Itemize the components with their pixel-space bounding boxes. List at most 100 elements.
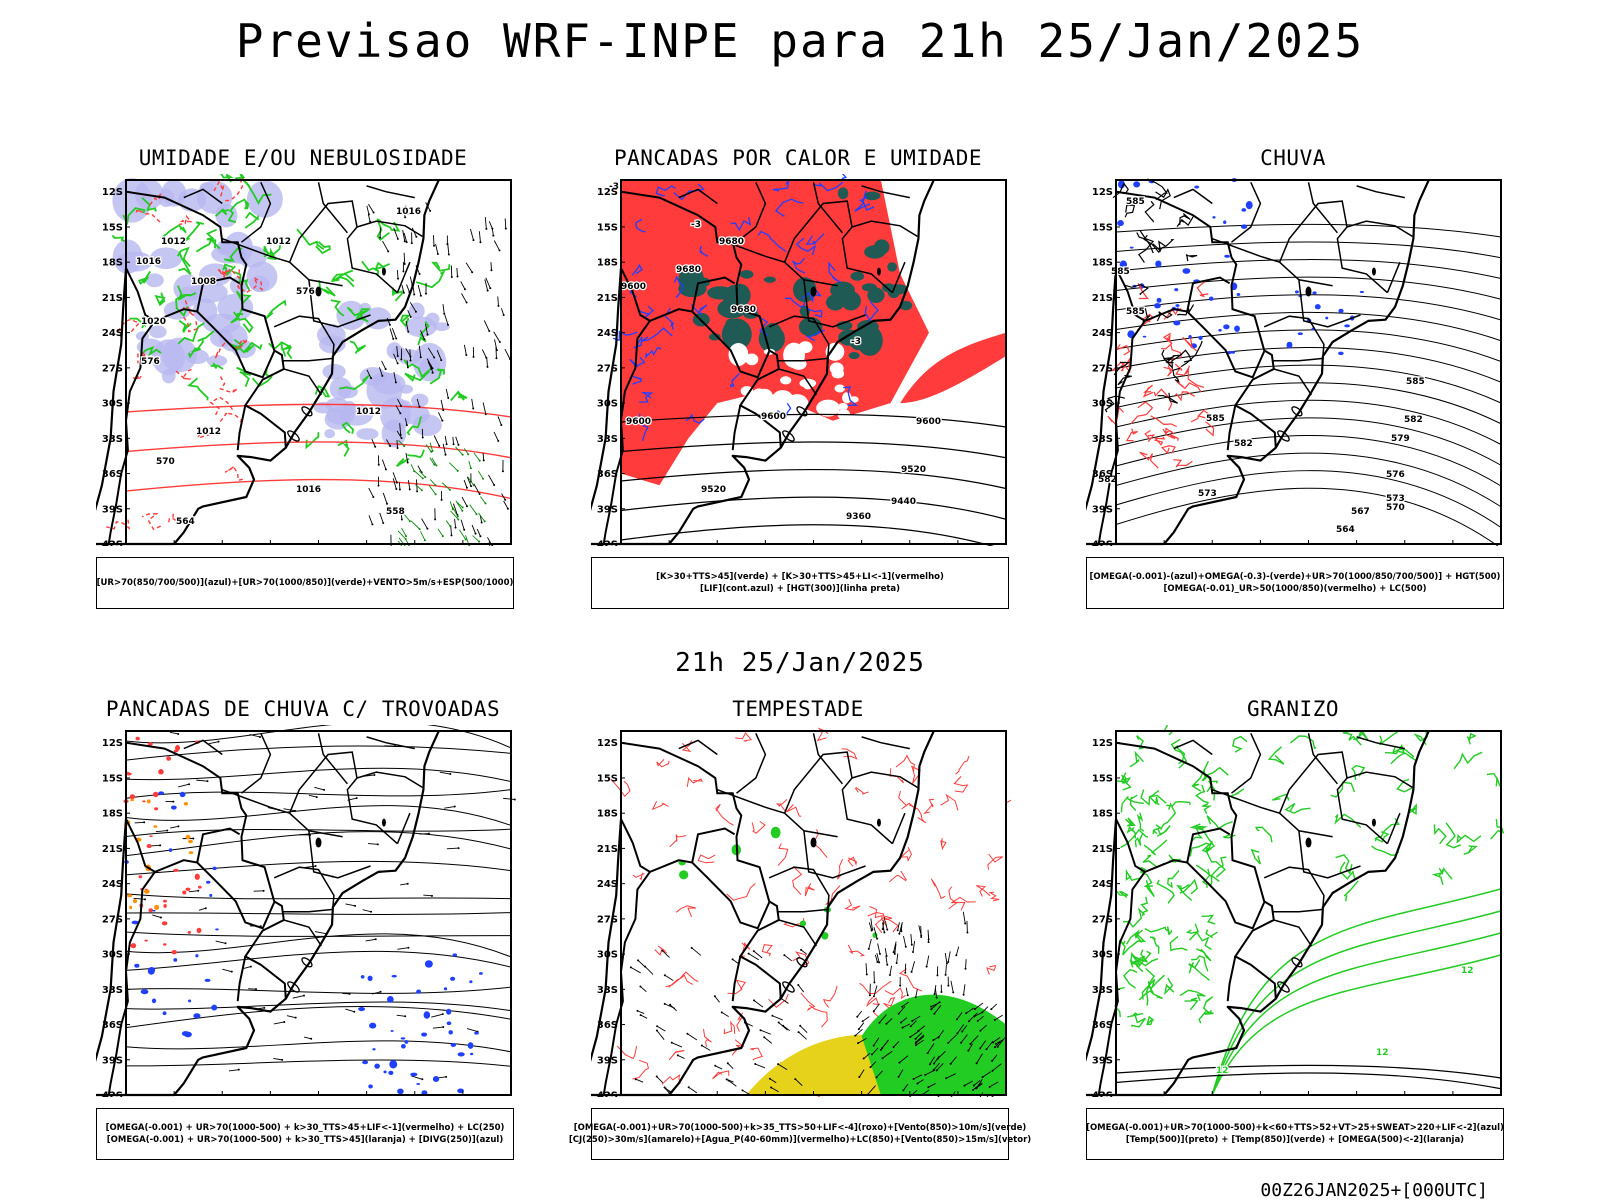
wind-vector — [687, 1034, 696, 1040]
wind-vector-head — [430, 368, 432, 370]
wind-vector — [368, 204, 373, 212]
field-blob — [211, 1005, 217, 1011]
wind-vector — [461, 520, 464, 530]
wind-vector-head — [159, 844, 161, 846]
wind-vector-head — [395, 488, 397, 490]
lat-label: 15S — [597, 773, 618, 784]
contour-squiggle — [240, 372, 251, 387]
contour-label: 9680 — [676, 265, 701, 275]
lat-label: 15S — [102, 773, 123, 784]
field-blob — [134, 964, 139, 968]
field-blob — [197, 928, 202, 934]
contour-label: 9600 — [621, 282, 646, 292]
wind-vector-head — [927, 1052, 929, 1054]
wind-vector — [369, 488, 374, 497]
wind-vector-head — [883, 931, 885, 933]
wind-vector — [404, 515, 409, 522]
wind-vector — [410, 277, 412, 286]
contour-squiggle — [1166, 429, 1174, 434]
wind-vector — [433, 1027, 443, 1028]
wind-vector-head — [857, 1042, 859, 1044]
wind-vector-head — [470, 485, 472, 487]
wind-vector-head — [442, 409, 444, 411]
streamline — [126, 987, 511, 993]
state-border — [1272, 910, 1322, 912]
wind-vector — [368, 215, 370, 222]
wind-vector — [855, 1029, 862, 1035]
contour-squiggle — [793, 866, 802, 894]
wind-vector-head — [902, 1027, 904, 1029]
wind-vector-head — [349, 993, 351, 995]
field-blob — [841, 291, 861, 310]
field-blob — [163, 943, 166, 945]
lat-label: 33S — [597, 434, 618, 445]
field-blob — [154, 905, 159, 910]
field-blob — [173, 869, 179, 872]
wind-vector-head — [932, 1039, 934, 1041]
wind-vector-head — [310, 1038, 312, 1040]
field-blob — [1157, 298, 1162, 303]
contour-squiggle — [1206, 930, 1217, 938]
wind-vector-head — [753, 999, 755, 1001]
wind-vector-head — [166, 830, 168, 832]
field-blob — [175, 745, 180, 751]
field-blob — [1241, 224, 1247, 229]
wind-vector-head — [413, 293, 415, 295]
contour-squiggle — [653, 801, 669, 809]
contour-label: 582 — [1404, 415, 1423, 425]
wind-vector-head — [897, 929, 899, 931]
wind-vector — [443, 444, 445, 455]
divergence-blue-dots — [124, 791, 219, 1037]
state-border — [1357, 186, 1405, 198]
state-border — [242, 733, 271, 793]
contour-squiggle — [1173, 460, 1192, 467]
wind-vector-head — [418, 406, 420, 408]
contour-squiggle — [1161, 804, 1176, 830]
wind-vector-head — [400, 434, 402, 436]
wind-vector-head — [665, 1088, 667, 1090]
wind-vector — [494, 432, 498, 441]
contour-squiggle — [990, 892, 999, 901]
wind-vector — [422, 519, 428, 529]
wind-vector — [304, 1037, 311, 1039]
map-svg: 12S15S18S21S24S27S30S33S36S39S42S70W65W6… — [591, 725, 1011, 1097]
lat-label: 30S — [102, 399, 123, 410]
wind-vector-head — [431, 895, 433, 897]
lat-label: 21S — [102, 844, 123, 855]
contour-squiggle — [1147, 1017, 1154, 1025]
contour-squiggle — [762, 945, 772, 957]
panel-title: UMIDADE E/OU NEBULOSIDADE — [88, 146, 518, 170]
wind-vector-head — [495, 357, 497, 359]
wind-vector — [473, 536, 480, 542]
wind-vector — [444, 807, 455, 809]
wind-vector-head — [443, 313, 445, 315]
wind-vector — [991, 1004, 996, 1009]
field-blob — [171, 805, 177, 809]
wind-vector — [956, 947, 958, 956]
field-blob — [425, 960, 433, 967]
wind-vector-head — [688, 1086, 690, 1088]
wind-vector — [420, 531, 425, 540]
contour-squiggle — [1135, 834, 1142, 848]
field-blob — [383, 1070, 386, 1073]
state-border — [1280, 752, 1388, 844]
geography-layer — [1086, 731, 1429, 1095]
country-border — [1187, 278, 1229, 312]
wind-vector — [472, 525, 475, 534]
wind-vector-head — [905, 946, 907, 948]
wind-vector-head — [441, 420, 443, 422]
wind-vector — [764, 1037, 772, 1043]
wind-vector — [411, 521, 420, 529]
map-pancadas-trovoadas: 12S15S18S21S24S27S30S33S36S39S42S70W65W6… — [96, 725, 516, 1097]
field-blob — [162, 921, 168, 925]
contour-squiggle — [941, 795, 958, 810]
wind-vector — [779, 1022, 788, 1030]
wind-vector-head — [968, 1020, 970, 1022]
field-blob — [387, 996, 394, 1003]
wind-vector — [382, 361, 386, 369]
contour-squiggle — [752, 821, 765, 833]
wind-vector-head — [940, 991, 942, 993]
lat-label: 30S — [1092, 399, 1113, 410]
contour-squiggle — [848, 857, 856, 866]
